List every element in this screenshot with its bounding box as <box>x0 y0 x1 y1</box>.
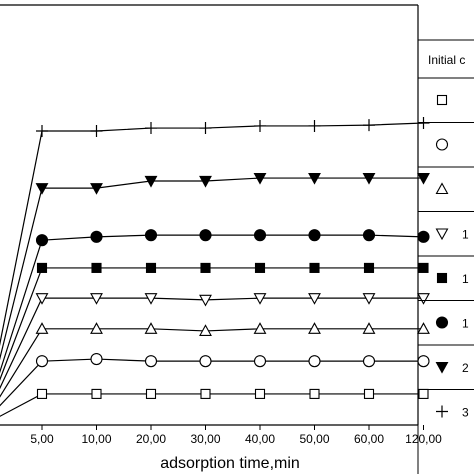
data-point <box>308 355 321 368</box>
legend-marker <box>435 316 449 329</box>
x-tick-label: 5,00 <box>30 432 54 446</box>
legend-box <box>417 39 474 474</box>
data-point <box>308 322 321 334</box>
data-point <box>199 324 212 336</box>
data-point <box>144 322 158 334</box>
data-point <box>418 388 429 399</box>
data-point <box>90 183 103 195</box>
legend-marker <box>435 182 449 195</box>
data-point <box>145 262 157 273</box>
data-point <box>200 388 211 399</box>
data-point <box>36 262 48 273</box>
data-point <box>200 262 211 273</box>
x-tick-label: 120,00 <box>405 432 442 446</box>
data-point <box>253 322 267 334</box>
data-point <box>363 262 375 273</box>
data-point <box>144 229 158 242</box>
data-point <box>254 262 266 273</box>
data-point <box>362 355 376 368</box>
legend-label: 1 <box>462 272 469 286</box>
data-point <box>35 293 49 305</box>
data-point <box>36 388 48 399</box>
data-point <box>35 183 49 195</box>
data-point <box>253 229 267 242</box>
data-point <box>418 262 429 273</box>
data-point <box>253 172 267 185</box>
data-point <box>90 230 103 243</box>
data-point <box>35 234 49 247</box>
data-point <box>144 293 158 305</box>
legend-title: Initial c <box>428 53 465 67</box>
data-point <box>199 229 212 242</box>
data-point <box>90 293 103 305</box>
data-point <box>363 388 375 399</box>
legend-marker <box>435 361 449 374</box>
series-line <box>0 234 424 374</box>
data-point <box>144 175 158 188</box>
data-point <box>90 322 103 334</box>
series-line <box>0 122 424 347</box>
data-point <box>145 122 157 135</box>
x-tick-label: 60,00 <box>354 432 384 446</box>
legend-marker <box>435 138 449 151</box>
data-point <box>362 293 376 305</box>
data-point <box>417 117 430 130</box>
data-point <box>254 388 266 399</box>
data-point <box>309 388 320 399</box>
legend-marker <box>436 272 448 284</box>
data-point <box>199 294 212 307</box>
series-line <box>0 393 424 417</box>
data-point <box>35 355 49 368</box>
data-point <box>417 355 430 368</box>
data-point <box>308 119 321 132</box>
series-line <box>0 358 424 407</box>
data-point <box>417 172 430 185</box>
data-point <box>90 353 103 366</box>
data-point <box>362 229 376 242</box>
data-point <box>253 355 267 368</box>
x-tick-label: 50,00 <box>299 432 329 446</box>
x-tick-label: 20,00 <box>136 432 166 446</box>
legend-label: 3 <box>462 406 469 420</box>
legend-marker <box>435 228 449 241</box>
x-axis-label: adsorption time,min <box>160 455 300 472</box>
data-point <box>417 293 430 305</box>
x-tick-label: 40,00 <box>245 432 275 446</box>
legend-label: 2 <box>462 361 469 375</box>
data-point <box>144 355 158 368</box>
data-point <box>253 293 267 305</box>
data-point <box>145 388 157 399</box>
data-point <box>199 355 212 368</box>
data-point <box>308 229 321 242</box>
data-point <box>417 322 430 334</box>
legend-label: 1 <box>462 228 469 242</box>
data-point <box>91 388 102 399</box>
data-point <box>308 172 321 185</box>
data-point <box>308 293 321 305</box>
series-line <box>0 177 424 361</box>
data-point <box>362 322 376 334</box>
series-line <box>0 328 424 398</box>
data-point <box>199 122 212 135</box>
data-point <box>91 262 102 273</box>
data-point <box>362 172 376 185</box>
legend-label: 1 <box>462 317 469 331</box>
data-point <box>363 119 375 132</box>
legend-marker <box>436 94 448 106</box>
series-line <box>0 267 424 381</box>
data-point <box>309 262 320 273</box>
data-point <box>90 125 103 137</box>
data-point <box>35 322 49 334</box>
series-line <box>0 297 424 390</box>
data-point <box>36 125 48 137</box>
x-tick-label: 10,00 <box>81 432 111 446</box>
data-point <box>417 230 430 243</box>
x-tick-label: 30,00 <box>190 432 220 446</box>
data-point <box>199 175 212 188</box>
data-point <box>254 119 266 132</box>
legend-marker <box>436 405 448 418</box>
